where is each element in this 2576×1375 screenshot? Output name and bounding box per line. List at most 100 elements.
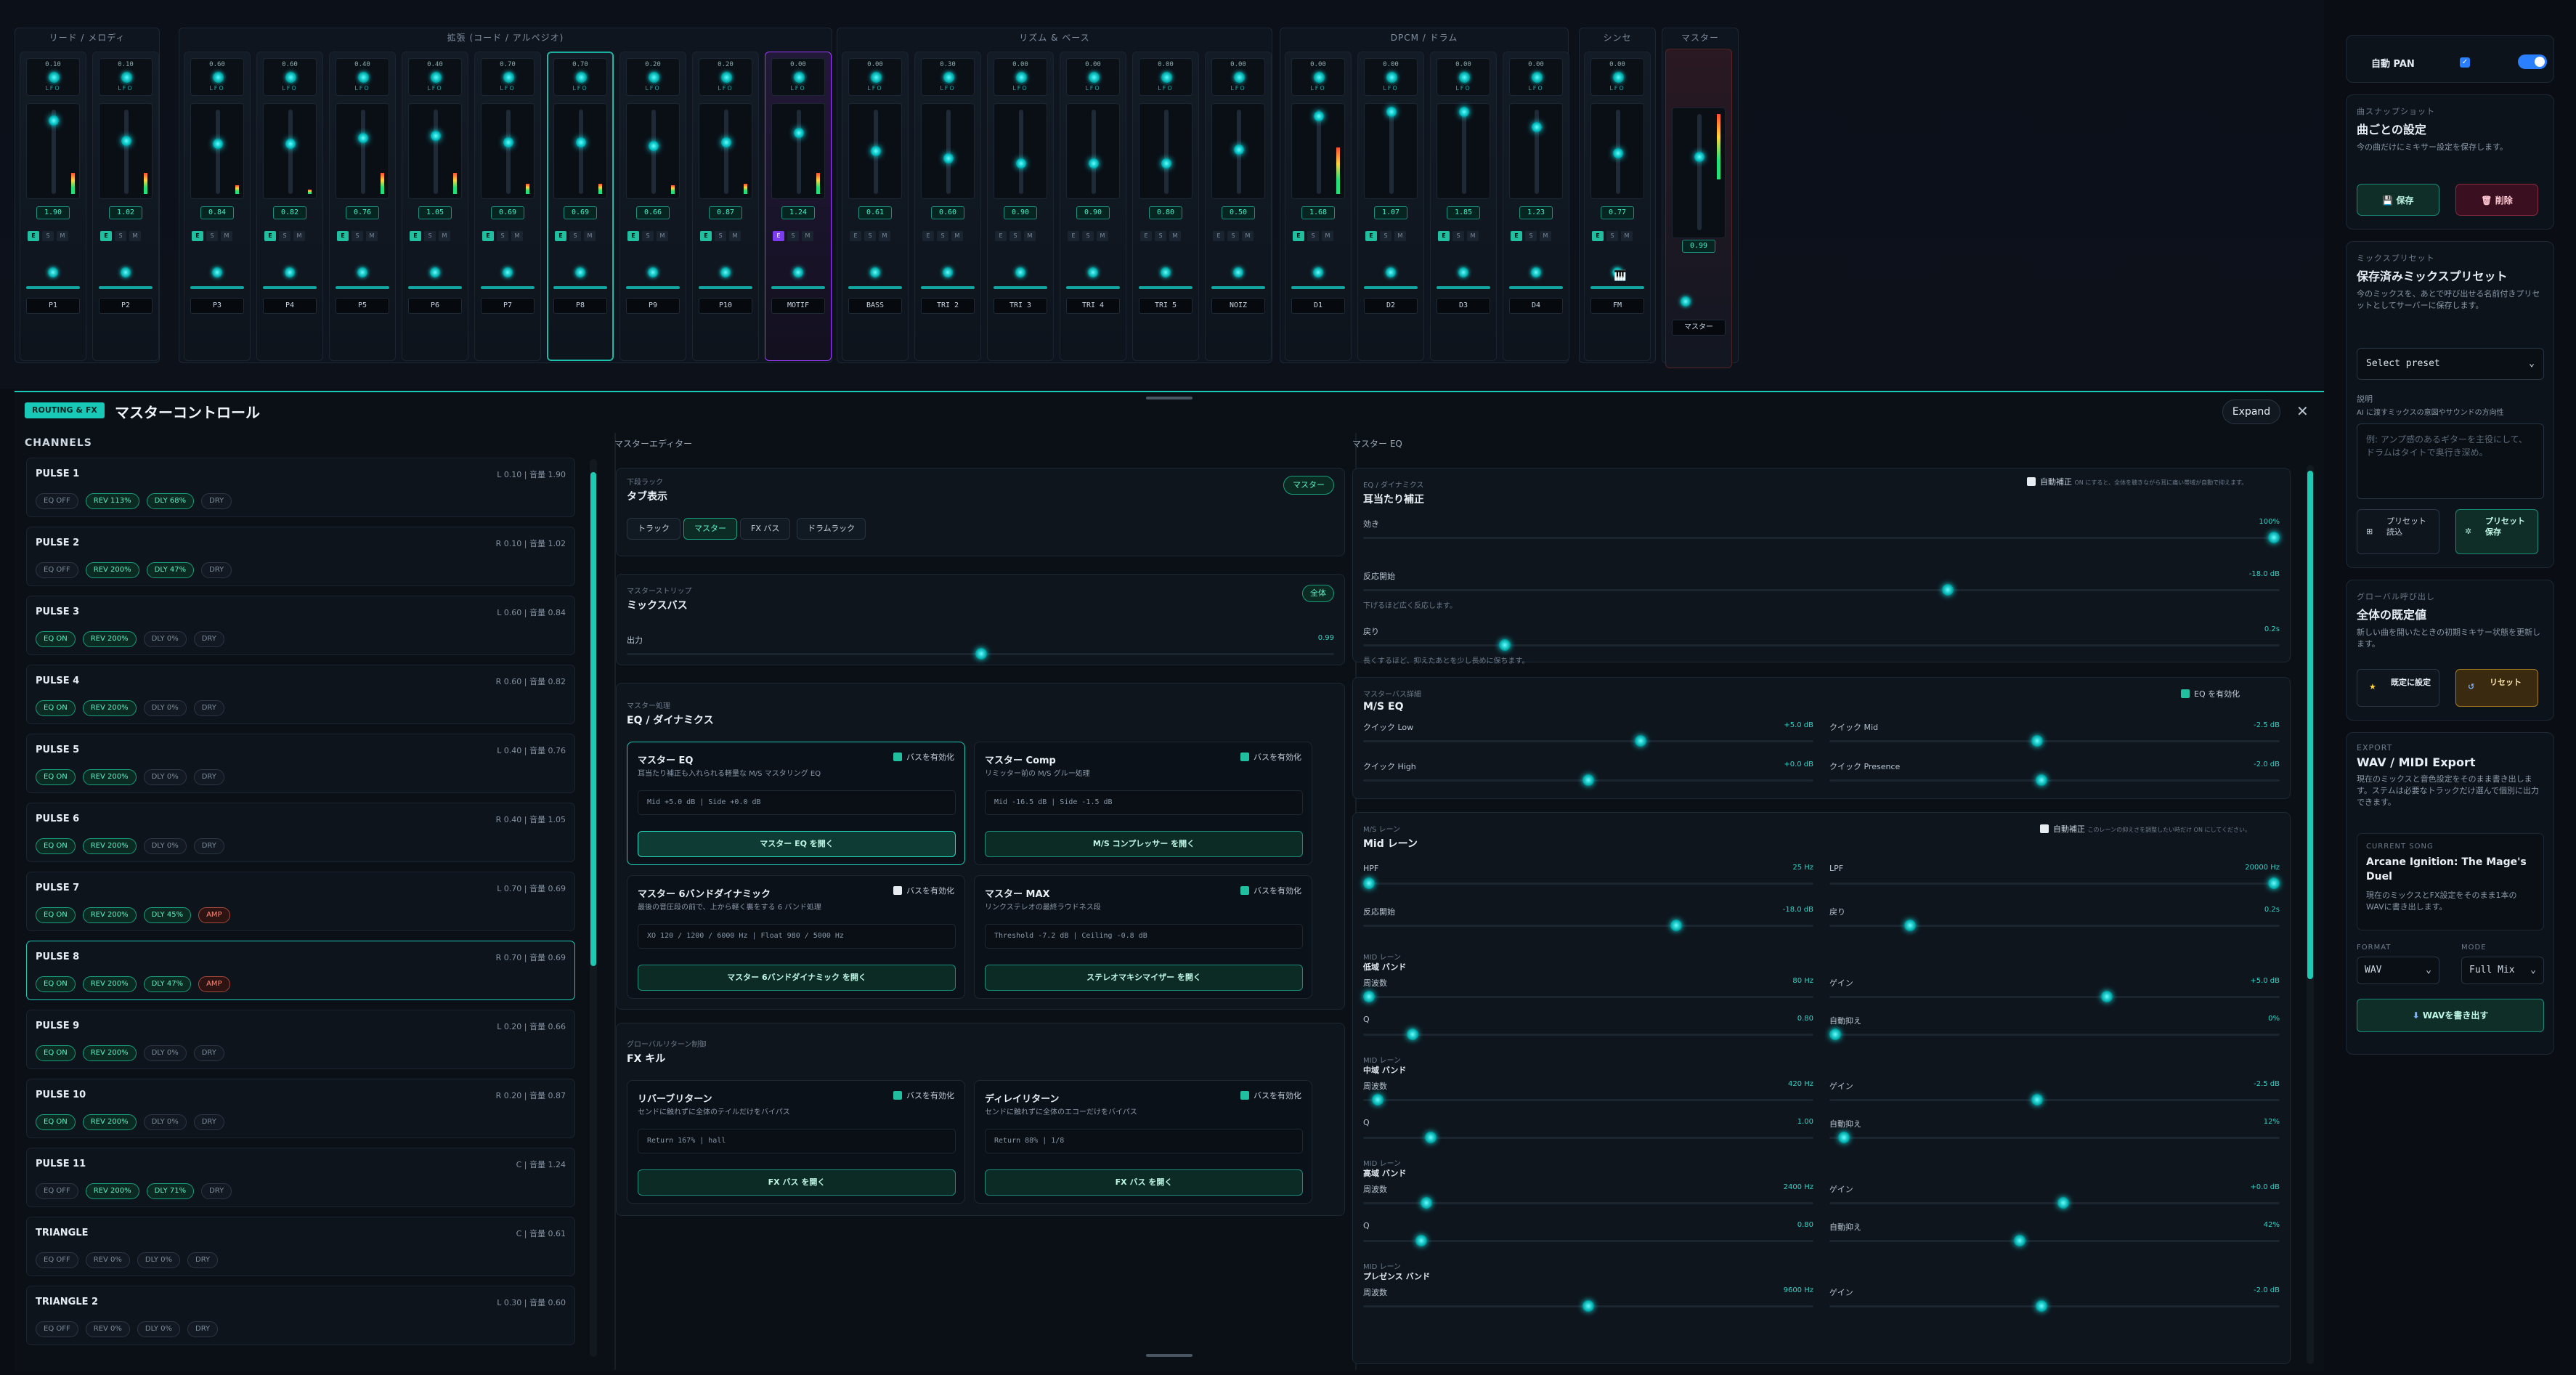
mid-auto-toggle[interactable]: 自動補正 このレーンの抑えさを調整したい時だけ ON にしてください。 — [2040, 823, 2251, 835]
band-2-gain-slider[interactable] — [1829, 1197, 2280, 1209]
channel-tag[interactable]: EQ ON — [36, 769, 76, 785]
expand-button[interactable]: Expand — [2222, 399, 2280, 424]
ms-left-1-slider[interactable] — [1363, 774, 1813, 786]
fader-cap[interactable] — [794, 128, 804, 139]
channel-tag[interactable]: EQ ON — [36, 907, 76, 923]
band-0-sup-slider[interactable] — [1829, 1029, 2280, 1040]
channel-tag[interactable]: REV 200% — [82, 631, 137, 647]
channel-tag[interactable]: EQ OFF — [36, 1252, 78, 1268]
channel-tag[interactable]: REV 200% — [82, 1045, 137, 1061]
fader-track[interactable] — [1389, 110, 1394, 194]
ear-2-slider[interactable] — [1363, 639, 2280, 651]
pan-knob[interactable] — [1161, 267, 1171, 277]
channel-tag[interactable]: REV 200% — [82, 769, 137, 785]
channel-tag[interactable]: DLY 47% — [146, 562, 195, 578]
eq-button[interactable]: E — [1140, 231, 1152, 241]
eq-button[interactable]: E — [1213, 231, 1224, 241]
send-knob[interactable] — [576, 72, 587, 83]
fader-cap[interactable] — [721, 137, 731, 147]
eq-button[interactable]: E — [850, 231, 861, 241]
solo-button[interactable]: S — [715, 231, 726, 241]
pan-knob[interactable] — [121, 267, 131, 277]
pan-knob[interactable] — [648, 267, 658, 277]
format-select[interactable]: WAV ⌄ — [2357, 957, 2439, 984]
fader-cap[interactable] — [1314, 111, 1324, 122]
mute-button[interactable]: M — [802, 231, 813, 241]
channel-tag[interactable]: REV 200% — [82, 907, 137, 923]
bus-enable-toggle[interactable]: バスを有効化 — [893, 751, 954, 763]
ms-right-1-slider-thumb[interactable] — [2035, 774, 2047, 786]
preset-load-button[interactable]: ⊞ プリセット読込 — [2357, 509, 2439, 554]
fader-cap[interactable] — [1234, 145, 1244, 155]
channel-item[interactable]: PULSE 10 R 0.20 | 音量 0.87 EQ ON REV 200% DLY… — [26, 1079, 575, 1138]
solo-button[interactable]: S — [1307, 231, 1319, 241]
pan-knob[interactable] — [1458, 267, 1468, 277]
channel-tag[interactable]: DRY — [193, 838, 224, 854]
ms-left-0-slider-thumb[interactable] — [1635, 735, 1647, 747]
channel-tag[interactable]: REV 200% — [82, 700, 137, 716]
preset-select[interactable]: Select preset ⌄ — [2357, 348, 2544, 380]
eq-button[interactable]: E — [482, 231, 494, 241]
bus-enable-toggle[interactable]: バスを有効化 — [1240, 751, 1301, 763]
fader-cap[interactable] — [1161, 158, 1171, 169]
channel-tag[interactable]: DLY 0% — [137, 1252, 181, 1268]
band-0-gain-slider-thumb[interactable] — [2101, 991, 2113, 1002]
mute-button[interactable]: M — [879, 231, 890, 241]
channel-tag[interactable]: DRY — [201, 562, 232, 578]
pan-knob[interactable] — [357, 267, 367, 277]
send-knob[interactable] — [121, 72, 132, 83]
mute-button[interactable]: M — [57, 231, 68, 241]
channel-item[interactable]: PULSE 3 L 0.60 | 音量 0.84 EQ ON REV 200% DLY … — [26, 596, 575, 655]
ms-right-0-slider[interactable] — [1829, 735, 2280, 747]
fader-cap[interactable] — [213, 138, 223, 149]
mute-button[interactable]: M — [1621, 231, 1633, 241]
fader-track[interactable] — [506, 110, 511, 194]
lpf-slider[interactable] — [1829, 877, 2280, 889]
solo-button[interactable]: S — [569, 231, 581, 241]
preset-save-button[interactable]: ✲ プリセット保存 — [2455, 509, 2538, 554]
hpf-slider[interactable] — [1363, 877, 1813, 889]
send-knob[interactable] — [431, 72, 442, 83]
send-knob[interactable] — [649, 72, 659, 83]
ret-slider-thumb[interactable] — [1903, 920, 1916, 931]
channel-tag[interactable]: REV 200% — [82, 1114, 137, 1130]
pan-knob[interactable] — [430, 267, 440, 277]
mode-select[interactable]: Full Mix ⌄ — [2461, 957, 2544, 984]
eq-button[interactable]: E — [1068, 231, 1079, 241]
tab-master[interactable]: マスター — [683, 518, 737, 540]
fader-track[interactable] — [1535, 110, 1539, 194]
solo-button[interactable]: S — [1525, 231, 1537, 241]
pan-knob[interactable] — [943, 267, 953, 277]
ms-left-0-slider[interactable] — [1363, 735, 1813, 747]
mute-button[interactable]: M — [1242, 231, 1254, 241]
ear-auto-toggle[interactable]: 自動補正 ON にすると、全体を聴きながら耳に痛い帯域が自動で抑えます。 — [2027, 476, 2247, 487]
solo-button[interactable]: S — [497, 231, 508, 241]
fader-track[interactable] — [1317, 110, 1321, 194]
channel-tag[interactable]: EQ ON — [36, 1114, 76, 1130]
channel-tag[interactable]: DLY 68% — [146, 493, 195, 509]
channel-tag[interactable]: DRY — [193, 1114, 224, 1130]
processor-open-button[interactable]: M/S コンプレッサー を開く — [985, 831, 1303, 857]
send-knob[interactable] — [1016, 72, 1027, 83]
channel-tag[interactable]: DRY — [187, 1252, 219, 1268]
solo-button[interactable]: S — [1380, 231, 1391, 241]
fader-track[interactable] — [651, 110, 656, 194]
processor-open-button[interactable]: マスター 6バンドダイナミック を開く — [638, 965, 956, 991]
ms-right-1-slider[interactable] — [1829, 774, 2280, 786]
send-knob[interactable] — [1314, 72, 1325, 83]
band-2-gain-slider-thumb[interactable] — [2057, 1197, 2070, 1209]
fader-track[interactable] — [1697, 114, 1702, 230]
pan-knob[interactable] — [1313, 267, 1323, 277]
channel-item[interactable]: PULSE 7 L 0.70 | 音量 0.69 EQ ON REV 200% DLY … — [26, 872, 575, 931]
eq-button[interactable]: E — [1365, 231, 1377, 241]
fader-cap[interactable] — [1386, 107, 1397, 117]
channel-tag[interactable]: DLY 71% — [146, 1183, 195, 1199]
solo-button[interactable]: S — [206, 231, 218, 241]
band-0-q-slider-thumb[interactable] — [1407, 1029, 1419, 1040]
band-0-sup-slider-thumb[interactable] — [1829, 1029, 1841, 1040]
solo-button[interactable]: S — [279, 231, 290, 241]
ms-left-1-slider-thumb[interactable] — [1582, 774, 1594, 786]
mute-button[interactable]: M — [1097, 231, 1108, 241]
send-knob[interactable] — [871, 72, 882, 83]
fader-cap[interactable] — [1016, 158, 1026, 169]
